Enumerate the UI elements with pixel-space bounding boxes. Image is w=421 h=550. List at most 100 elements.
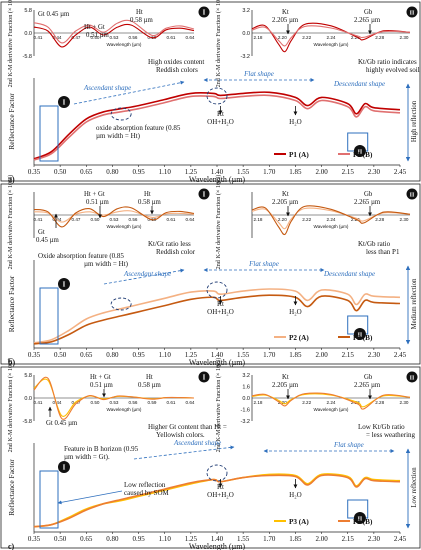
- x-tick-label: 0.95: [132, 351, 145, 359]
- label-descendant: Descendant shape: [323, 270, 375, 278]
- roman-numeral-left: I: [203, 374, 206, 382]
- x-tick-label: 1.55: [237, 351, 250, 359]
- x-tick-label: 0.95: [132, 168, 145, 176]
- inset-x-label: Wavelength (µm): [107, 224, 142, 229]
- roman-numeral-main-right: II: [358, 333, 363, 339]
- ellipse-oh-h2o: [206, 87, 228, 105]
- inset-x-tick: 2.26: [351, 35, 360, 40]
- roman-numeral-right: II: [410, 193, 415, 199]
- roman-badge-main-left: [58, 278, 70, 290]
- x-tick-label: 2.00: [315, 535, 328, 543]
- roman-numeral-main-right: II: [358, 150, 363, 156]
- x-tick-label: 1.10: [159, 351, 172, 359]
- label-kt: Kt: [282, 191, 289, 198]
- inset-caption-line: = less weathering: [366, 431, 416, 439]
- inset-y-tick: 0.0: [24, 396, 32, 402]
- reflectance-axis-label: Reflectance Factor: [7, 275, 16, 332]
- panel-letter: b): [8, 358, 15, 367]
- roman-badge-main-right: [353, 145, 366, 157]
- main-plot: Reflectance Factor 0.35 0.50 0.65 0.80 0.95 1.…: [7, 70, 418, 184]
- inset-x-tick: 0.53: [110, 217, 119, 222]
- inset-y-tick: 0.0: [242, 31, 250, 37]
- x-tick-label: 0.80: [106, 351, 119, 359]
- label-ht-gt: Ht + Gt: [84, 24, 105, 31]
- inset-x-tick: 2.22: [302, 35, 311, 40]
- inset-x-tick: 0.64: [186, 400, 195, 405]
- roman-numeral-right: II: [410, 11, 415, 17]
- label-gt: Gt: [38, 229, 45, 236]
- wavelength-axis-label: Wavelength (µm): [189, 542, 246, 550]
- inset-x-tick: 2.30: [400, 400, 409, 405]
- x-tick-label: 2.15: [342, 168, 355, 176]
- label-ht-value: 0.58 µm: [138, 199, 162, 206]
- x-tick-label: 0.65: [80, 351, 93, 359]
- km-axis-label: 2nd K-M derivative Function (× 10-3): [7, 358, 14, 453]
- inset-x-tick: 0.41: [34, 400, 43, 405]
- inset-y-tick: -1.6: [241, 408, 250, 414]
- x-tick-label: 1.40: [211, 168, 224, 176]
- x-tick-label: 0.95: [132, 535, 145, 543]
- inset-x-tick: 0.61: [167, 217, 176, 222]
- panel-c: 2nd K-M derivative Function (× 10-3) 5.8 0…: [0, 358, 421, 550]
- roman-badge-left: [198, 371, 210, 383]
- series-line-p1-b-: [33, 19, 195, 44]
- inset-x-tick: 0.64: [186, 217, 195, 222]
- series-line-p3-b-: [251, 392, 411, 410]
- label-ht-gt: Ht + Gt: [90, 374, 111, 381]
- legend-label: P1 (B): [353, 151, 373, 159]
- inset-y-tick: 5.8: [24, 373, 32, 379]
- inset-caption-line: Higher Gt content than Ht =: [148, 423, 227, 431]
- label-gt: Gt 0.45 µm: [38, 11, 70, 18]
- label-ascendant: Ascendant shape: [123, 270, 171, 278]
- x-tick-label: 1.85: [289, 168, 302, 176]
- label-kt-value: 2.205 µm: [272, 17, 299, 24]
- label-oxide: Oxide absorption feature (0.85: [38, 252, 124, 260]
- inset-x-tick: 0.47: [72, 217, 81, 222]
- inset-x-tick: 0.41: [34, 217, 43, 222]
- inset-y-tick: 3.2: [242, 8, 250, 14]
- inset-caption-line: less than P1: [366, 248, 400, 256]
- inset-x-tick: 0.50: [91, 35, 100, 40]
- inset-y-tick: 1.6: [242, 385, 250, 391]
- legend-label: P3 (A): [289, 518, 309, 526]
- legend-label: P2 (B): [353, 334, 373, 342]
- x-tick-label: 2.15: [342, 535, 355, 543]
- roman-badge-right: [406, 371, 418, 383]
- roman-numeral-right: II: [410, 376, 415, 382]
- label-ht-value: 0.58 µm: [130, 17, 154, 24]
- series-line-p1-a-: [33, 23, 195, 48]
- arrow-low: [57, 490, 123, 505]
- label-h2o: H₂O: [289, 308, 302, 316]
- label-low-reflection: Low reflection: [124, 481, 166, 489]
- inset-x-tick: 0.59: [148, 400, 157, 405]
- inset-x-label: Wavelength (µm): [107, 407, 142, 412]
- reflectance-axis-label: Reflectance Factor: [7, 459, 16, 516]
- x-tick-label: 0.50: [54, 351, 67, 359]
- x-tick-label: 2.45: [394, 168, 407, 176]
- arrow-ascendant: [103, 268, 185, 285]
- label-feature-b: µm width = Gt).: [64, 453, 110, 461]
- label-ht-value: 0.58 µm: [138, 382, 162, 389]
- inset-x-tick: 0.47: [72, 400, 81, 405]
- label-kt: Kt: [282, 9, 289, 16]
- label-ht-gt-value: 0.51 µm: [90, 382, 114, 389]
- inset-caption-line: Reddish color: [156, 248, 196, 256]
- inset-caption-line: Low Kt/Gb ratio: [358, 423, 405, 431]
- inset-x-tick: 0.50: [91, 217, 100, 222]
- reflection-level-label: Medium reflection: [411, 278, 418, 329]
- inset-x-tick: 2.30: [400, 217, 409, 222]
- series-line-p1-a-: [251, 22, 411, 53]
- region-box-I: [39, 287, 59, 345]
- series-line-p3-b-: [33, 376, 195, 420]
- inset-x-tick: 0.47: [72, 35, 81, 40]
- inset-x-tick: 0.53: [110, 400, 119, 405]
- series-line-p1-a-: [33, 91, 401, 160]
- x-tick-label: 2.45: [394, 351, 407, 359]
- x-tick-label: 1.55: [237, 535, 250, 543]
- arrow-ascendant: [133, 445, 235, 460]
- x-tick-label: 1.70: [263, 535, 276, 543]
- x-tick-label: 2.15: [342, 351, 355, 359]
- reflectance-axis-label: Reflectance Factor: [7, 93, 16, 150]
- label-gb: Gb: [364, 374, 373, 381]
